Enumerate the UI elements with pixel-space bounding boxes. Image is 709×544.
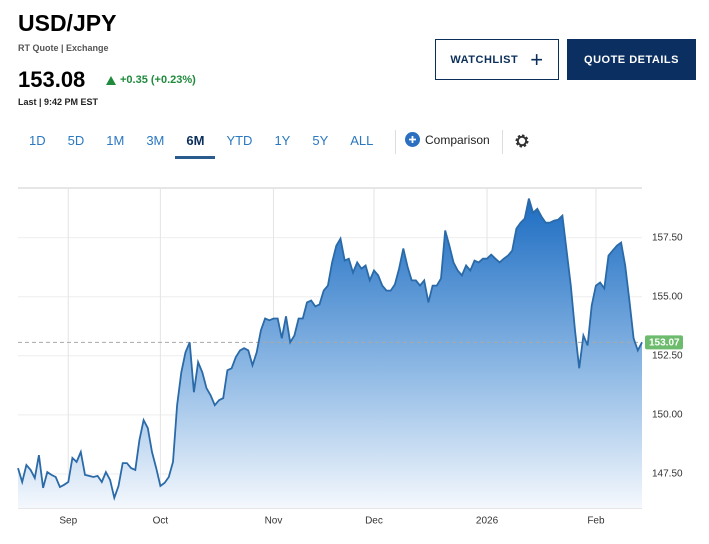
last-value-badge <box>645 335 683 350</box>
settings-icon[interactable] <box>514 133 530 149</box>
range-tab[interactable]: 1Y <box>274 133 291 148</box>
last-time: Last | 9:42 PM EST <box>18 97 99 107</box>
range-tab[interactable]: YTD <box>226 133 253 148</box>
range-tab[interactable]: 1D <box>29 133 46 148</box>
divider <box>502 130 503 154</box>
subtitle: RT Quote | Exchange <box>18 43 109 53</box>
up-arrow <box>106 76 116 85</box>
comparison-label: Comparison <box>425 132 490 147</box>
range-tab[interactable]: 1M <box>106 133 125 148</box>
y-tick-label: 152.50 <box>652 350 683 361</box>
x-tick-label: Sep <box>59 516 77 527</box>
comparison-button[interactable]: Comparison <box>405 132 490 147</box>
range-tab[interactable]: 5Y <box>312 133 329 148</box>
button-label: WATCHLIST <box>450 53 519 66</box>
y-tick-label: 157.50 <box>652 232 683 243</box>
x-tick-label: Dec <box>365 516 383 527</box>
y-tick-label: 150.00 <box>652 410 683 421</box>
range-tab[interactable]: 5D <box>67 133 85 148</box>
y-tick-label: 147.50 <box>652 469 683 480</box>
x-tick-label: Oct <box>153 516 169 527</box>
range-tab[interactable]: 6M <box>175 127 216 159</box>
price: 153.08 <box>18 67 86 92</box>
plus-icon: + <box>530 46 544 72</box>
plus-circle <box>405 132 420 147</box>
area-fill <box>18 198 642 508</box>
change: +0.35 (+0.23%) <box>120 74 196 86</box>
button-label: QUOTE DETAILS <box>584 53 679 66</box>
divider <box>395 130 396 154</box>
title: USD/JPY <box>18 10 117 36</box>
chart: 147.50 150.00 152.50 155.00 157.50 Sep Oct Nov D… <box>17 187 683 527</box>
range-tab[interactable]: ALL <box>350 133 374 148</box>
y-tick-label: 155.00 <box>652 291 683 302</box>
quote-details-button[interactable]: QUOTE DETAILS <box>567 39 696 80</box>
x-tick-label: Nov <box>265 516 283 527</box>
watchlist-button[interactable]: WATCHLIST + <box>435 39 559 80</box>
range-tabs: 1D 5D 1M 3M 6M YTD 1Y 5Y ALL <box>18 127 384 159</box>
range-tab[interactable]: 3M <box>146 133 165 148</box>
last-value-label: 153.07 <box>649 337 680 348</box>
price-line <box>17 198 643 501</box>
x-tick-label: Feb <box>587 516 605 527</box>
x-tick-label: 2026 <box>476 516 499 527</box>
